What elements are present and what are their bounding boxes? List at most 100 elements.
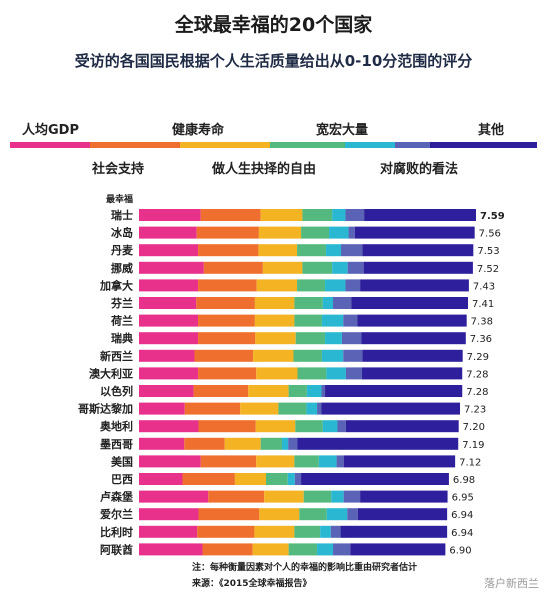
legend-gradient-bar (10, 142, 537, 148)
bar-segment (182, 473, 235, 485)
bar-segment (253, 349, 294, 362)
total-score-label: 7.52 (477, 264, 499, 275)
bar-segment (326, 508, 348, 521)
bar-segment (248, 385, 289, 397)
bar-segment (293, 349, 322, 362)
bar-segment (184, 402, 241, 415)
bar-segment (139, 297, 197, 309)
bar-segment (260, 209, 303, 221)
bar-segment (351, 297, 468, 309)
chart-subtitle: 受访的各国国民根据个人生活质量给出从0-10分范围的评分 (74, 52, 473, 70)
bar-segment (224, 437, 261, 450)
country-label: 挪威 (111, 261, 133, 275)
bar-segment (321, 349, 344, 362)
legend-swatch-7 (430, 142, 537, 148)
total-score-label: 6.95 (452, 493, 474, 504)
bar-segment (184, 437, 225, 450)
bar-segment (259, 508, 300, 521)
total-score-label: 7.36 (470, 334, 492, 345)
bar-segment (302, 261, 333, 274)
bar-segment (281, 437, 289, 450)
total-score-label: 7.53 (477, 246, 499, 257)
bar-segment (320, 525, 331, 538)
bar-segment (200, 209, 261, 221)
bar-segment (326, 367, 346, 380)
bar-segment (294, 314, 322, 327)
bar-segment (331, 490, 344, 503)
bar-segment (294, 297, 323, 309)
bar-segment (322, 420, 338, 433)
bar-segment (288, 543, 318, 556)
bar-segment (258, 226, 302, 239)
bar-segment (347, 508, 358, 521)
bar-segment (196, 226, 259, 239)
bar-segment (139, 209, 201, 221)
bar-segment (322, 297, 334, 309)
bar-segment (139, 244, 199, 257)
bar-segment (294, 473, 302, 485)
bar-segment (295, 332, 326, 345)
bar-segment (354, 226, 475, 239)
watermark-text: 落户新西兰 (484, 578, 539, 590)
bar-segment (256, 279, 298, 292)
legend-label-social: 社会支持 (91, 161, 144, 177)
bar-segment (197, 525, 255, 538)
bar-segment (306, 385, 322, 397)
bar-segment (341, 332, 362, 345)
total-score-label: 7.38 (471, 317, 493, 328)
bar-segment (139, 367, 199, 380)
bar-segment (139, 420, 199, 433)
legend-label-other: 其他 (478, 122, 504, 138)
country-label: 新西兰 (100, 349, 133, 363)
bar-segment (255, 420, 296, 433)
bar-segment (343, 455, 456, 468)
bar-segment (343, 349, 363, 362)
country-label: 阿联酋 (100, 542, 133, 556)
legend: 人均GDP 健康寿命 宽宏大量 其他 社会支持 做人生抉择的自由 对腐败的看法 (10, 122, 537, 177)
bar-segment (345, 367, 362, 380)
bar-segment (139, 226, 197, 239)
bar-segment (139, 402, 185, 415)
bar-segment (203, 261, 263, 274)
country-label: 比利时 (100, 525, 133, 539)
bar-segment (139, 279, 199, 292)
bar-segment (321, 385, 326, 397)
bar-segment (350, 543, 446, 556)
total-score-label: 7.59 (480, 211, 505, 222)
bar-segment (361, 367, 463, 380)
bar-segment (294, 455, 319, 468)
country-label: 奥地利 (99, 419, 133, 433)
legend-label-freedom: 做人生抉择的自由 (211, 161, 316, 177)
source-note: 来源：《2015全球幸福报告》 (191, 577, 312, 589)
bar-segment (288, 385, 307, 397)
country-label: 以色列 (100, 384, 133, 398)
bar-segment (254, 525, 295, 538)
bar-segment (306, 402, 318, 415)
bar-segment (360, 490, 448, 503)
bar-segment (321, 314, 344, 327)
bar-segment (325, 385, 463, 397)
bar-segment (348, 226, 355, 239)
bar-segment (198, 279, 257, 292)
bar-segment (198, 314, 255, 327)
bar-segment (345, 420, 459, 433)
total-score-label: 7.41 (472, 299, 494, 310)
bar-segment (340, 525, 448, 538)
total-score-label: 7.12 (459, 457, 481, 468)
bar-segment (287, 473, 295, 485)
bar-segment (264, 490, 304, 503)
bar-segment (193, 385, 249, 397)
legend-label-generosity: 宽宏大量 (315, 122, 368, 138)
chart-title: 全球最幸福的20个国家 (174, 14, 373, 36)
bar-segment (198, 244, 259, 257)
bar-segment (295, 420, 323, 433)
legend-label-corruption: 对腐败的看法 (380, 161, 458, 177)
country-label: 丹麦 (111, 243, 134, 257)
bar-segment (337, 420, 346, 433)
bar-segment (364, 209, 476, 221)
country-label: 爱尔兰 (100, 507, 133, 521)
country-label: 瑞典 (111, 331, 133, 345)
bar-segment (198, 332, 256, 345)
bar-segment (325, 244, 342, 257)
legend-swatch-6 (395, 142, 430, 148)
